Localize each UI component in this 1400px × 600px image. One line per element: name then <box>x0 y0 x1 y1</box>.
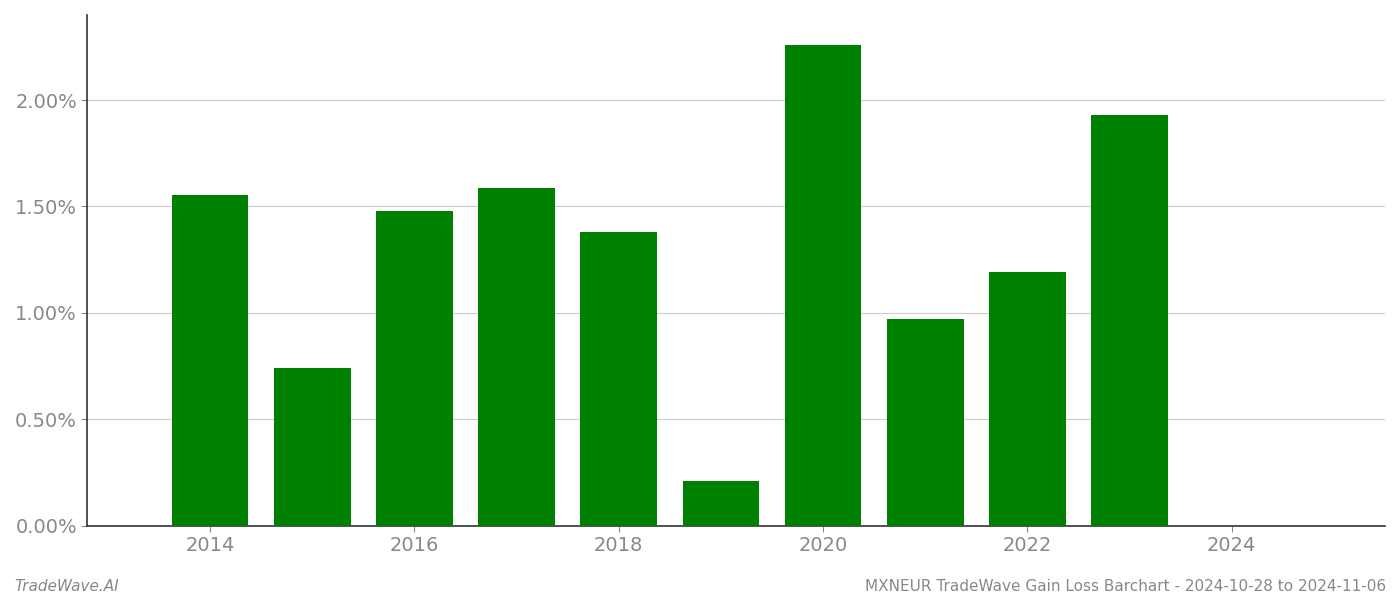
Bar <box>785 45 861 526</box>
Bar <box>988 272 1065 526</box>
Text: TradeWave.AI: TradeWave.AI <box>14 579 119 594</box>
Bar <box>172 195 248 526</box>
Bar <box>274 368 350 526</box>
Bar <box>479 188 554 526</box>
Bar <box>1091 115 1168 526</box>
Bar <box>581 232 657 526</box>
Text: MXNEUR TradeWave Gain Loss Barchart - 2024-10-28 to 2024-11-06: MXNEUR TradeWave Gain Loss Barchart - 20… <box>865 579 1386 594</box>
Bar <box>377 211 452 526</box>
Bar <box>683 481 759 526</box>
Bar <box>888 319 963 526</box>
